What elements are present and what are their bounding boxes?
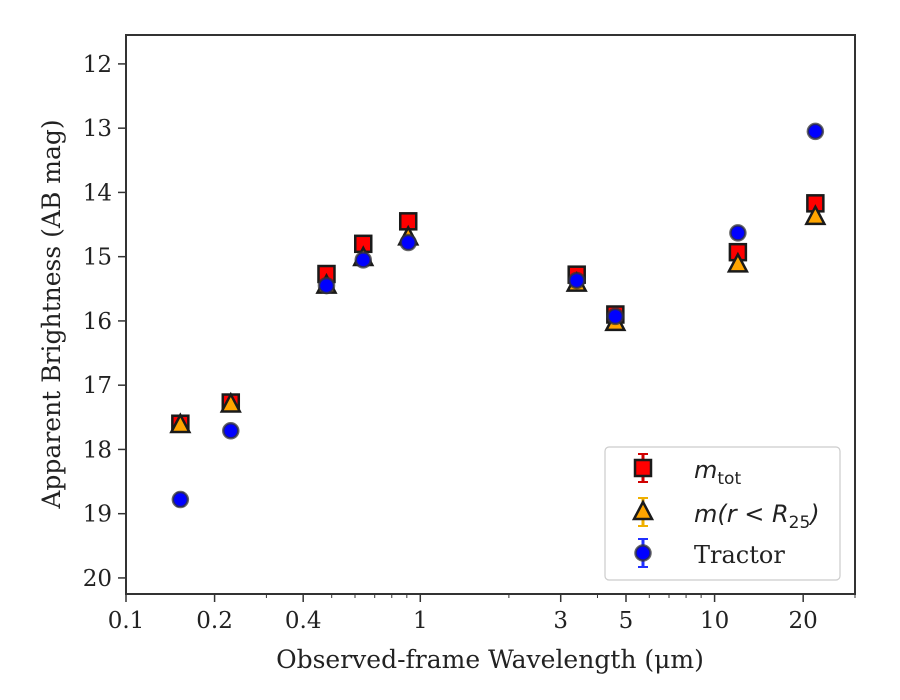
y-tick-label: 19: [83, 502, 112, 528]
x-tick-label: 0.1: [108, 608, 145, 634]
plot-frame: [125, 34, 856, 595]
data-markers: [169, 122, 827, 509]
data-point: [222, 422, 240, 440]
y-tick-label: 18: [83, 437, 112, 463]
data-point: [317, 276, 336, 295]
legend-marker-square: [633, 458, 653, 478]
legend-m-tot-sub: tot: [717, 469, 741, 489]
x-tick-label: 20: [789, 608, 818, 634]
x-tick-label: 3: [553, 608, 568, 634]
y-tick-label: 17: [83, 373, 112, 399]
data-point: [219, 391, 242, 413]
y-tick-label: 13: [83, 116, 112, 142]
x-tick-label: 0.4: [285, 608, 322, 634]
data-point: [354, 251, 373, 269]
data-point: [806, 122, 825, 141]
legend-m-r-sub: 25: [789, 513, 811, 533]
y-tick-label: 12: [83, 52, 112, 78]
legend-label-m-r: m(r < R25): [694, 500, 820, 533]
legend-marker-circle: [634, 544, 652, 562]
series-circle: [171, 122, 825, 509]
y-axis-label: Apparent Brightness (AB mag): [37, 119, 66, 509]
x-tick-label: 1: [413, 608, 428, 634]
x-tick-label: 10: [700, 608, 729, 634]
data-point: [399, 233, 417, 252]
legend-markers: [631, 453, 655, 568]
x-tick-label: 5: [619, 608, 634, 634]
legend-label-tractor: Tractor: [694, 541, 785, 569]
data-point: [606, 307, 625, 326]
legend-m-r-prefix: m(r < R: [694, 500, 789, 528]
data-point: [169, 412, 192, 434]
data-point: [171, 490, 190, 509]
data-point: [567, 271, 586, 290]
legend-label-m-tot: mtot: [694, 456, 741, 489]
legend-m-tot-main: m: [694, 456, 717, 484]
y-tick-label: 15: [83, 245, 112, 271]
x-tick-label: 0.2: [196, 608, 233, 634]
data-point: [804, 204, 827, 226]
legend: mtot m(r < R25) Tractor: [604, 446, 841, 581]
legend-marker-triangle: [631, 499, 655, 521]
x-axis-label: Observed-frame Wavelength (μm): [276, 645, 704, 674]
data-point: [729, 224, 747, 242]
legend-m-r-suffix: ): [808, 500, 819, 528]
series-triangle: [169, 204, 827, 434]
series-square: [171, 194, 825, 433]
y-tick-label: 14: [83, 180, 112, 206]
y-tick-label: 16: [83, 309, 112, 335]
x-axis: 0.1 0.2 0.4 1 3 5 10 20: [108, 594, 856, 634]
y-tick-label: 20: [83, 566, 112, 592]
legend-box: [604, 446, 841, 581]
y-axis: 12 13 14 15 16 17 18 19 20: [83, 52, 126, 592]
data-point: [726, 251, 749, 273]
